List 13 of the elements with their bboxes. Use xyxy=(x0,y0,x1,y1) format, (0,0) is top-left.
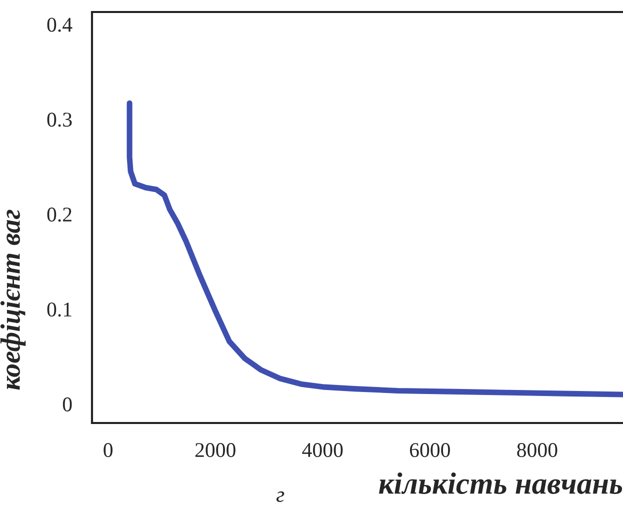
text: г xyxy=(276,491,284,502)
x-tick-label: 2000 xyxy=(195,443,236,458)
x-tick-label: 4000 xyxy=(302,443,343,458)
x-axis-title: кількість навчань xyxy=(378,472,622,494)
x-tick-label: 8000 xyxy=(517,443,558,458)
y-tick-label: 0.4 xyxy=(47,18,72,32)
y-axis-title: коефіцієнт ваг xyxy=(0,210,26,390)
y-tick-label: 0 xyxy=(62,397,72,412)
x-tick-label: 6000 xyxy=(410,443,450,458)
x-tick-label: 0 xyxy=(104,443,113,458)
y-tick-label: 0.3 xyxy=(47,112,72,127)
y-tick-label: 0.1 xyxy=(47,302,72,317)
y-tick-label: 0.2 xyxy=(47,208,72,222)
